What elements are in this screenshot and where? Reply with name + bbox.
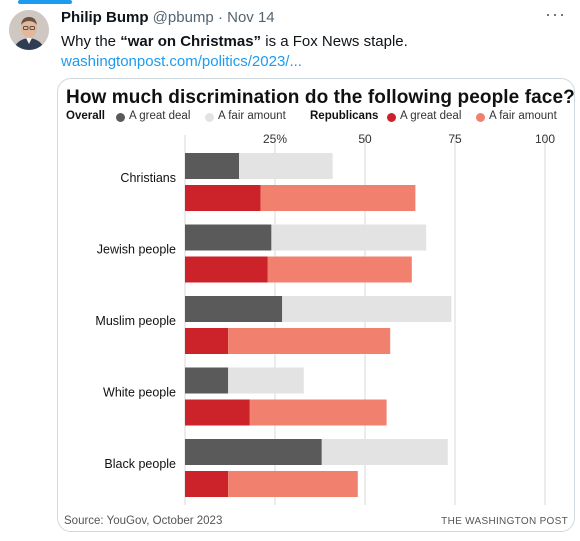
category-label: Black people xyxy=(104,457,176,471)
category-labels: Christians Jewish people Muslim people Whit… xyxy=(95,171,176,471)
chart-image-card[interactable]: How much discrimination do the following… xyxy=(57,78,575,532)
bar-republicans-fair-amount xyxy=(228,471,358,497)
bar-overall-fair-amount xyxy=(321,439,448,465)
top-accent-bar xyxy=(18,0,72,4)
x-tick-labels: 25% 50 75 100 xyxy=(263,132,555,146)
bar-overall-fair-amount xyxy=(271,224,427,251)
bar-republicans-fair-amount xyxy=(249,399,387,426)
author-handle[interactable]: @pbump xyxy=(152,9,214,26)
tweet-text: Why the “war on Christmas” is a Fox News… xyxy=(61,33,408,50)
x-tick-label: 100 xyxy=(535,132,555,146)
bar-chart: 25% 50 75 100 Christians Jewish people Muslim… xyxy=(95,132,555,505)
x-tick-label: 25% xyxy=(263,132,287,146)
x-tick-label: 75 xyxy=(448,132,462,146)
legend-republicans-label: Republicans xyxy=(310,110,379,122)
bar-republicans-fair-amount xyxy=(267,256,412,283)
legend-overall-fair-swatch xyxy=(205,113,214,122)
legend-republicans-fair-swatch xyxy=(476,113,485,122)
tweet-text-after: is a Fox News staple. xyxy=(261,33,408,50)
bar-republicans-great-deal xyxy=(185,471,229,497)
chart-brand: THE WASHINGTON POST xyxy=(441,516,568,527)
tweet-date[interactable]: Nov 14 xyxy=(227,9,275,26)
tweet-text-before: Why the xyxy=(61,33,121,50)
legend-overall-great-label: A great deal xyxy=(129,110,191,122)
bars xyxy=(185,153,452,497)
category-label: Muslim people xyxy=(95,314,176,328)
category-label: Jewish people xyxy=(97,243,176,257)
legend-republicans-great-swatch xyxy=(387,113,396,122)
article-link[interactable]: washingtonpost.com/politics/2023/... xyxy=(61,53,302,70)
x-tick-label: 50 xyxy=(358,132,372,146)
bar-overall-great-deal xyxy=(185,224,272,251)
bar-overall-great-deal xyxy=(185,153,239,179)
more-icon[interactable]: ··· xyxy=(545,4,566,24)
bar-republicans-fair-amount xyxy=(228,328,391,354)
bar-overall-fair-amount xyxy=(228,367,304,394)
chart-source: Source: YouGov, October 2023 xyxy=(64,515,223,527)
bar-overall-great-deal xyxy=(185,439,322,465)
bar-republicans-great-deal xyxy=(185,328,229,354)
bar-republicans-great-deal xyxy=(185,399,250,426)
legend-overall-great-swatch xyxy=(116,113,125,122)
bar-republicans-great-deal xyxy=(185,256,268,283)
bar-republicans-fair-amount xyxy=(260,185,416,211)
category-label: Christians xyxy=(120,171,176,185)
avatar[interactable] xyxy=(9,10,49,50)
legend-republicans-fair-label: A fair amount xyxy=(489,110,557,122)
tweet-header: Philip Bump @pbump · Nov 14 xyxy=(61,9,275,26)
bar-republicans-great-deal xyxy=(185,185,261,211)
bar-overall-great-deal xyxy=(185,367,229,394)
avatar-portrait-icon xyxy=(9,10,49,50)
author-name[interactable]: Philip Bump xyxy=(61,9,149,26)
bar-overall-great-deal xyxy=(185,296,283,322)
category-label: White people xyxy=(103,386,176,400)
chart-title: How much discrimination do the following… xyxy=(66,87,575,108)
tweet-text-bold: “war on Christmas” xyxy=(120,33,262,50)
legend-republicans-great-label: A great deal xyxy=(400,110,462,122)
bar-overall-fair-amount xyxy=(239,153,333,179)
chart-legend: Overall A great deal A fair amount Repub… xyxy=(58,110,574,126)
legend-overall-label: Overall xyxy=(66,110,105,122)
bar-overall-fair-amount xyxy=(282,296,452,322)
separator-dot: · xyxy=(217,9,223,26)
legend-overall-fair-label: A fair amount xyxy=(218,110,286,122)
